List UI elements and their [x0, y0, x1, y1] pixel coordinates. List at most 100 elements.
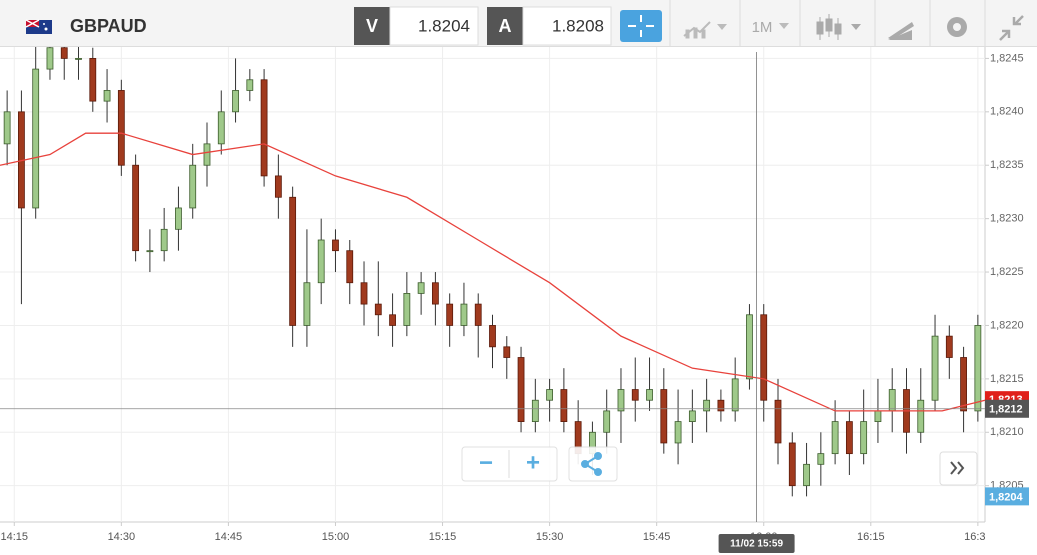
x-tick-label: 15:45: [643, 531, 671, 543]
candle-body: [831, 421, 839, 455]
price-marker: [985, 399, 1029, 418]
ask-box[interactable]: [522, 6, 612, 46]
candle-body: [489, 325, 496, 348]
candle-body: [888, 389, 896, 412]
x-tick-label: 14:30: [108, 531, 136, 543]
candle-body: [788, 442, 796, 487]
candle-body: [517, 357, 525, 422]
x-tick-label: 16:15: [857, 531, 885, 543]
candle-body: [945, 335, 953, 358]
y-tick-label: 1,8220: [990, 319, 1024, 331]
candle-body: [531, 399, 539, 422]
candle-body: [845, 421, 853, 455]
flag-icon: [25, 19, 52, 34]
candle-body: [32, 68, 40, 209]
candle-body: [3, 111, 11, 145]
candle-body: [274, 175, 282, 198]
chart-type-button[interactable]: [816, 14, 861, 40]
candle-body: [289, 196, 297, 326]
crosshair-button[interactable]: [620, 10, 662, 42]
crosshair-tag: [718, 534, 795, 553]
ask-label: A: [499, 16, 512, 36]
candle-body: [217, 111, 225, 145]
x-tick-label: 15:00: [322, 531, 350, 543]
candle-body: [189, 164, 197, 209]
x-tick-label: 14:15: [1, 531, 29, 543]
candle-body: [160, 228, 168, 252]
toolbar-graphics: GBPAUD V 1.8204 A 1.8208 1M: [25, 0, 1024, 46]
candle-body: [603, 410, 611, 433]
candle-body: [474, 303, 482, 326]
bid-tag: [354, 7, 390, 45]
y-tick-label: 1,8215: [990, 373, 1024, 385]
candle-body: [346, 250, 354, 284]
candle-body: [960, 357, 967, 412]
candle-body: [803, 463, 810, 487]
scroll-right-button[interactable]: [939, 451, 978, 486]
y-tick-label: 1,8235: [990, 159, 1024, 171]
candle-body: [674, 421, 682, 444]
price-marker-label: 1,8212: [989, 404, 1023, 416]
candle-body: [974, 325, 982, 412]
candle-body: [332, 239, 339, 252]
candle-body: [446, 303, 454, 326]
y-tick-label: 1,8210: [990, 426, 1024, 438]
ask-tag: [487, 7, 523, 45]
candle-body: [646, 389, 653, 401]
indicator-button[interactable]: [683, 21, 727, 39]
candle-body: [132, 164, 140, 252]
share-button[interactable]: [568, 446, 618, 482]
candle-body: [703, 399, 711, 412]
candle-body: [89, 58, 97, 102]
zoom-out[interactable]: −: [479, 449, 493, 476]
candle-body: [731, 378, 739, 412]
candle-body: [60, 47, 68, 59]
candle-body: [417, 282, 425, 294]
candle-body: [817, 453, 825, 465]
candle-body: [774, 399, 782, 444]
candle-body: [146, 250, 154, 253]
candle-body: [631, 389, 639, 401]
candle-body: [717, 399, 725, 412]
bid-box[interactable]: [389, 6, 479, 46]
toolbar: GBPAUD V 1.8204 A 1.8208 1M: [0, 0, 1037, 47]
candle-body: [760, 314, 768, 401]
candle-body: [360, 282, 368, 305]
zoom-in[interactable]: +: [526, 449, 540, 476]
price-marker-label: 1,8204: [989, 491, 1024, 503]
candle-body: [688, 410, 696, 422]
x-tick-label: 14:45: [215, 531, 243, 543]
y-tick-label: 1,8245: [990, 52, 1024, 64]
candle-body: [117, 90, 125, 166]
candle-body: [860, 421, 868, 455]
candle-body: [246, 79, 254, 91]
candle-body: [546, 389, 554, 401]
candle-body: [431, 282, 439, 305]
chart: 1,82051,82101,82151,82201,82251,82301,82…: [0, 47, 1037, 555]
candle-body: [303, 282, 311, 326]
collapse-button[interactable]: [999, 15, 1024, 41]
y-tick-label: 1,8240: [990, 106, 1024, 118]
candle-body: [103, 90, 111, 102]
candle-body: [917, 399, 925, 433]
x-tick-label: 15:30: [536, 531, 564, 543]
candle-body: [389, 314, 396, 326]
candle-body: [203, 143, 211, 166]
candle-body: [874, 410, 882, 422]
candle-body: [374, 303, 382, 316]
candle-body: [75, 58, 82, 60]
candle-body: [175, 207, 182, 230]
candle-body: [317, 239, 325, 284]
candle-body: [403, 293, 411, 326]
candle-body: [46, 47, 54, 70]
settings-button[interactable]: [947, 17, 967, 37]
crosshair-label: 11/02 15:59: [730, 539, 783, 550]
candle-body: [460, 303, 468, 326]
crosshair-icon: [628, 15, 654, 37]
y-tick-label: 1,8230: [990, 213, 1024, 225]
timeframe[interactable]: 1M: [752, 19, 773, 36]
candle-body: [260, 79, 268, 177]
draw-button[interactable]: [888, 22, 914, 40]
y-tick-label: 1,8225: [990, 266, 1024, 278]
